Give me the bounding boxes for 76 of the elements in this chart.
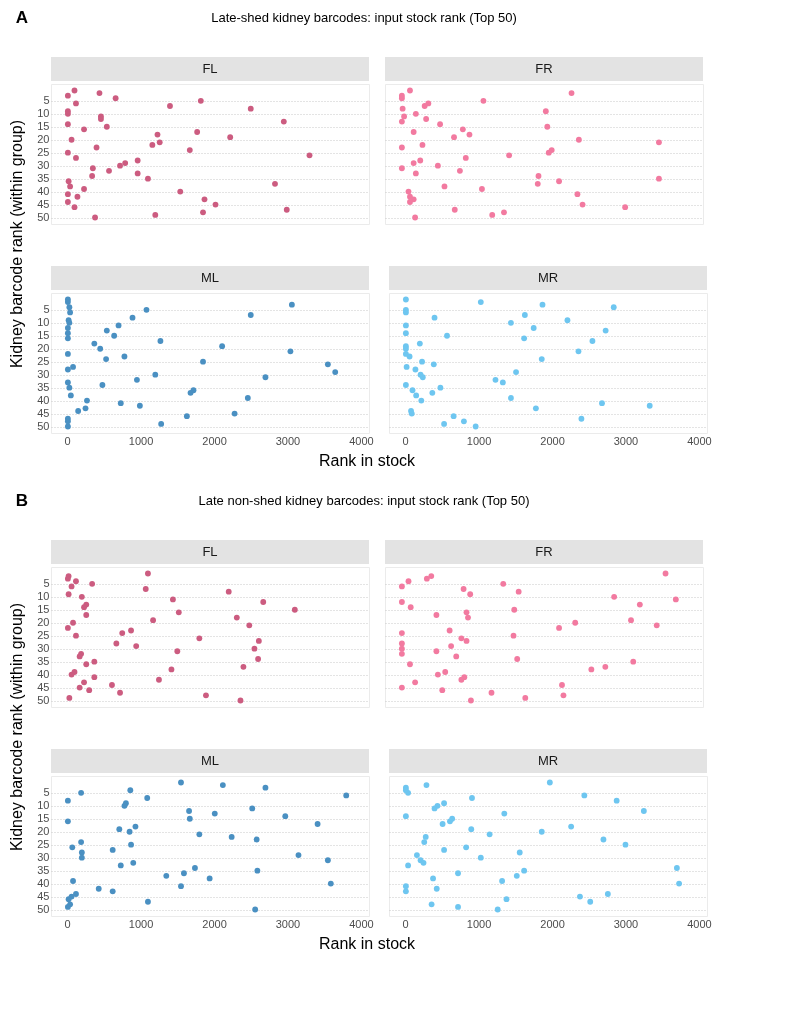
y-tick-label: 35 [37,864,50,877]
chart-title: FL [202,61,218,76]
chart-title: FR [535,61,553,76]
x-tick-label: 3000 [613,434,639,447]
y-tick-label: 15 [37,120,50,133]
y-tick-label: 10 [37,799,50,812]
y-tick-label: 10 [37,590,50,603]
y-tick-label: 45 [37,890,50,903]
x-tick-label: 1000 [466,917,492,930]
x-tick-label: 3000 [275,434,301,447]
y-tick-label: 40 [37,668,50,681]
text: Late non‑shed kidney barcodes: input stock rank (Top 50) [198,493,530,508]
y-tick-label: 50 [37,694,50,707]
text: Late‑shed kidney barcodes: input stock rank (Top 50) [211,10,517,25]
x-tick-label: 4000 [687,434,712,447]
y-axis-title: Kidney barcode rank (within group) [8,602,25,852]
y-tick-label: 40 [37,394,50,407]
x-tick-label: 2000 [202,434,227,447]
x-tick-label: 1000 [128,434,154,447]
y-tick-label: 25 [37,629,50,642]
text: B [15,491,29,510]
x-tick-label: 3000 [613,917,639,930]
y-tick-label: 10 [37,107,50,120]
chart-title: ML [200,753,220,768]
x-tick-label: 1000 [466,434,492,447]
y-tick-label: 20 [37,133,50,146]
y-tick-label: 25 [37,146,50,159]
chart-title: MR [537,270,559,285]
y-tick-label: 20 [37,825,50,838]
y-tick-label: 15 [37,812,50,825]
x-axis-title: Rank in stock [318,452,417,469]
x-tick-label: 4000 [349,917,374,930]
y-tick-label: 10 [37,316,50,329]
y-tick-label: 25 [37,838,50,851]
x-tick-label: 4000 [687,917,712,930]
y-axis-title: Kidney barcode rank (within group) [8,119,25,369]
y-tick-label: 40 [37,877,50,890]
y-tick-label: 40 [37,185,50,198]
y-tick-label: 30 [37,159,50,172]
chart-title: ML [200,270,220,285]
y-tick-label: 20 [37,342,50,355]
y-tick-label: 45 [37,407,50,420]
y-tick-label: 15 [37,603,50,616]
y-tick-label: 20 [37,616,50,629]
x-tick-label: 3000 [275,917,301,930]
y-tick-label: 50 [37,420,50,433]
x-tick-label: 0 [64,434,71,447]
y-tick-label: 45 [37,681,50,694]
x-tick-label: 2000 [202,917,227,930]
y-tick-label: 45 [37,198,50,211]
y-tick-label: 30 [37,642,50,655]
x-tick-label: 0 [402,917,409,930]
x-tick-label: 1000 [128,917,154,930]
y-tick-label: 5 [43,577,50,590]
y-tick-label: 50 [37,211,50,224]
y-tick-label: 15 [37,329,50,342]
y-tick-label: 5 [43,94,50,107]
x-tick-label: 2000 [540,917,565,930]
x-tick-label: 0 [402,434,409,447]
y-tick-label: 30 [37,368,50,381]
x-tick-label: 0 [64,917,71,930]
y-tick-label: 5 [43,786,50,799]
chart-title: MR [537,753,559,768]
x-tick-label: 2000 [540,434,565,447]
y-tick-label: 5 [43,303,50,316]
x-axis-title: Rank in stock [318,935,417,952]
y-tick-label: 35 [37,172,50,185]
x-tick-label: 4000 [349,434,374,447]
chart-title: FL [202,544,218,559]
y-tick-label: 25 [37,355,50,368]
y-tick-label: 35 [37,655,50,668]
y-tick-label: 50 [37,903,50,916]
text: A [15,8,29,27]
y-tick-label: 30 [37,851,50,864]
y-tick-label: 35 [37,381,50,394]
chart-title: FR [535,544,553,559]
